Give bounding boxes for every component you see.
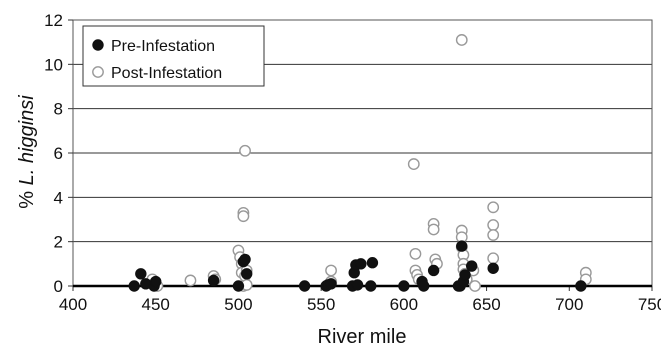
x-axis-title: River mile	[318, 326, 407, 348]
pre-infestation-point	[487, 262, 499, 274]
y-tick-label: 6	[54, 144, 63, 163]
pre-infestation-point	[325, 278, 337, 290]
y-tick-label: 10	[44, 55, 63, 74]
pre-infestation-points	[128, 240, 587, 292]
y-tick-label: 2	[54, 233, 63, 252]
post-infestation-point	[184, 274, 197, 287]
x-tick-label: 550	[307, 295, 335, 314]
pre-infestation-point	[232, 280, 245, 292]
post-infestation-point	[427, 223, 440, 236]
post-infestation-point	[487, 252, 500, 265]
legend-label-pre-infestation: Pre-Infestation	[111, 38, 215, 55]
y-axis-title-prefix: %	[16, 185, 38, 208]
post-infestation-point	[487, 201, 500, 214]
pre-infestation-point	[459, 269, 471, 281]
x-tick-label: 400	[59, 295, 87, 314]
legend-marker-pre-infestation	[92, 39, 104, 51]
pre-infestation-point	[241, 268, 253, 280]
post-infestation-point	[409, 247, 422, 260]
x-tick-label: 700	[555, 295, 583, 314]
y-tick-label: 8	[54, 100, 63, 119]
x-tick-label: 500	[224, 295, 252, 314]
post-infestation-point	[407, 158, 420, 170]
y-tick-label: 0	[54, 277, 63, 296]
y-tick-label: 12	[44, 11, 63, 30]
pre-infestation-point	[351, 279, 364, 291]
legend: Pre-Infestation Post-Infestation	[82, 25, 265, 87]
pre-infestation-point	[355, 258, 367, 270]
pre-infestation-point	[128, 280, 140, 292]
post-infestation-point	[455, 34, 468, 46]
post-infestation-point	[325, 264, 337, 277]
post-infestation-point	[487, 219, 500, 231]
pre-infestation-point	[239, 253, 251, 266]
post-infestation-point	[237, 210, 250, 223]
pre-infestation-point	[418, 280, 430, 292]
x-tick-label: 450	[142, 295, 170, 314]
post-infestation-point	[487, 229, 500, 241]
pre-infestation-point	[135, 268, 147, 280]
y-axis-title: % L. higginsi	[16, 95, 38, 209]
pre-infestation-point	[465, 260, 478, 272]
pre-infestation-point	[150, 275, 162, 288]
y-tick-label: 4	[54, 188, 63, 207]
pre-infestation-point	[427, 264, 440, 277]
x-tick-label: 750	[638, 295, 661, 314]
x-tick-label: 600	[390, 295, 418, 314]
pre-infestation-point	[365, 280, 377, 292]
pre-infestation-point	[298, 280, 311, 292]
legend-box	[82, 25, 265, 87]
pre-infestation-point	[398, 280, 410, 292]
pre-infestation-point	[456, 240, 468, 252]
legend-label-post-infestation: Post-Infestation	[111, 65, 222, 82]
legend-marker-post-infestation	[92, 66, 104, 78]
y-axis-title-species: L. higginsi	[16, 95, 38, 186]
pre-infestation-point	[575, 280, 587, 292]
pre-infestation-point	[366, 257, 379, 269]
post-infestation-point	[239, 144, 251, 157]
x-tick-label: 650	[472, 295, 500, 314]
post-infestation-point	[469, 280, 481, 292]
pre-infestation-point	[207, 274, 220, 287]
